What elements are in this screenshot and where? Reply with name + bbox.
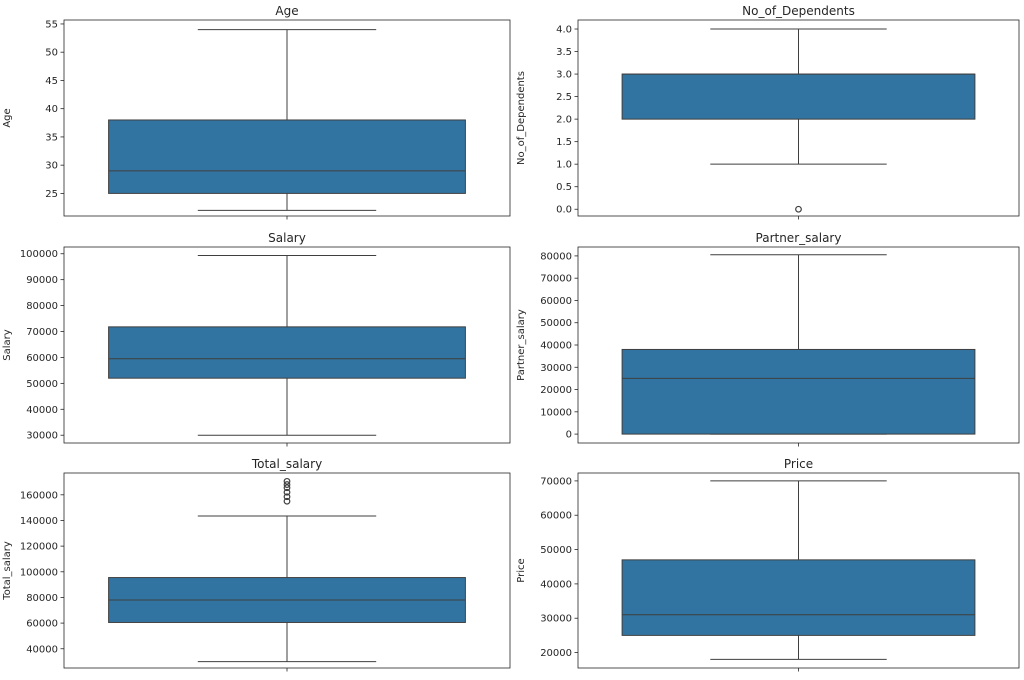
iqr-box — [621, 559, 976, 636]
y-tick-label: 30000 — [540, 614, 572, 625]
iqr-box — [108, 326, 466, 379]
y-axis-label: No_of_Dependents — [516, 71, 527, 165]
boxplot-panel: Salary Salary 30000 40000 50000 60000 70000 800… — [2, 231, 511, 447]
plot-frame — [63, 19, 511, 217]
y-axis-label: Total_salary — [2, 541, 13, 601]
plot-frame — [577, 246, 1020, 444]
y-tick-label: 40000 — [26, 405, 58, 416]
y-tick-label: 60000 — [540, 511, 572, 522]
y-tick-label: 1.5 — [556, 137, 572, 148]
plot-frame — [577, 472, 1020, 669]
y-tick-label: 60000 — [540, 296, 572, 307]
y-tick-label: 80000 — [540, 251, 572, 262]
y-tick-label: 40000 — [540, 341, 572, 352]
chart-title: Partner_salary — [756, 231, 842, 245]
boxplot-panel: No_of_Dependents No_of_Dependents 0.0 0.5 1.… — [516, 4, 1020, 220]
boxplot-panel: Partner_salary Partner_salary 0 10000 20000 3… — [516, 231, 1020, 447]
y-tick-label: 60000 — [26, 619, 58, 630]
y-axis-label: Salary — [2, 329, 13, 360]
y-tick-label: 0 — [566, 430, 572, 441]
y-tick-label: 4.0 — [556, 25, 572, 36]
y-tick-label: 2.5 — [556, 92, 572, 103]
chart-title: Total_salary — [251, 457, 322, 471]
outlier-point — [795, 205, 802, 213]
y-tick-label: 20000 — [540, 648, 572, 659]
y-tick-label: 20000 — [540, 385, 572, 396]
y-tick-label: 50000 — [540, 545, 572, 556]
y-tick-label: 3.5 — [556, 47, 572, 58]
boxplot-panel: Price Price 20000 30000 40000 50000 60000 70000 — [516, 457, 1020, 672]
y-tick-label: 50 — [45, 48, 58, 59]
outlier-point — [283, 481, 291, 488]
y-tick-label: 40000 — [540, 579, 572, 590]
y-tick-label: 25 — [45, 189, 58, 200]
y-tick-label: 60000 — [26, 353, 58, 364]
y-tick-label: 1.0 — [556, 160, 572, 171]
chart-title: Age — [275, 4, 298, 18]
y-tick-label: 30000 — [540, 363, 572, 374]
y-tick-label: 70000 — [26, 327, 58, 338]
y-tick-label: 10000 — [540, 407, 572, 418]
y-tick-label: 30 — [45, 161, 58, 172]
iqr-box — [108, 119, 466, 194]
y-tick-label: 40 — [45, 104, 58, 115]
plot-frame — [63, 472, 511, 669]
y-tick-label: 100000 — [20, 249, 58, 260]
y-tick-label: 100000 — [20, 567, 58, 578]
y-tick-label: 35 — [45, 132, 58, 143]
y-axis-label: Price — [516, 558, 527, 582]
outlier-point — [283, 488, 291, 496]
chart-title: No_of_Dependents — [742, 4, 855, 18]
y-tick-label: 50000 — [540, 318, 572, 329]
y-tick-label: 55 — [45, 19, 58, 30]
plot-frame — [577, 19, 1020, 217]
outlier-point — [283, 477, 291, 485]
y-tick-label: 70000 — [540, 274, 572, 285]
y-tick-label: 2.0 — [556, 115, 572, 126]
y-tick-label: 3.0 — [556, 70, 572, 81]
y-tick-label: 0.5 — [556, 182, 572, 193]
iqr-box — [621, 73, 976, 120]
outlier-point — [283, 497, 291, 505]
y-tick-label: 70000 — [540, 476, 572, 487]
y-tick-label: 160000 — [20, 490, 58, 501]
y-tick-label: 80000 — [26, 593, 58, 604]
y-tick-label: 0.0 — [556, 205, 572, 216]
y-tick-label: 50000 — [26, 379, 58, 390]
y-tick-label: 90000 — [26, 275, 58, 286]
iqr-box — [621, 348, 976, 435]
boxplot-panel: Age Age 25 30 35 40 45 50 55 — [2, 4, 511, 220]
y-axis-label: Partner_salary — [516, 309, 527, 381]
y-tick-label: 40000 — [26, 644, 58, 655]
y-tick-label: 45 — [45, 76, 58, 87]
y-axis-label: Age — [2, 108, 13, 127]
chart-title: Salary — [268, 231, 306, 245]
y-tick-label: 80000 — [26, 301, 58, 312]
y-tick-label: 120000 — [20, 542, 58, 553]
boxplot-panel: Total_salary Total_salary 40000 60000 80000 1… — [2, 457, 511, 672]
chart-title: Price — [784, 457, 813, 471]
y-tick-label: 140000 — [20, 516, 58, 527]
plot-frame — [63, 246, 511, 444]
outlier-point — [283, 484, 291, 492]
outlier-point — [283, 493, 291, 501]
y-tick-label: 30000 — [26, 431, 58, 442]
